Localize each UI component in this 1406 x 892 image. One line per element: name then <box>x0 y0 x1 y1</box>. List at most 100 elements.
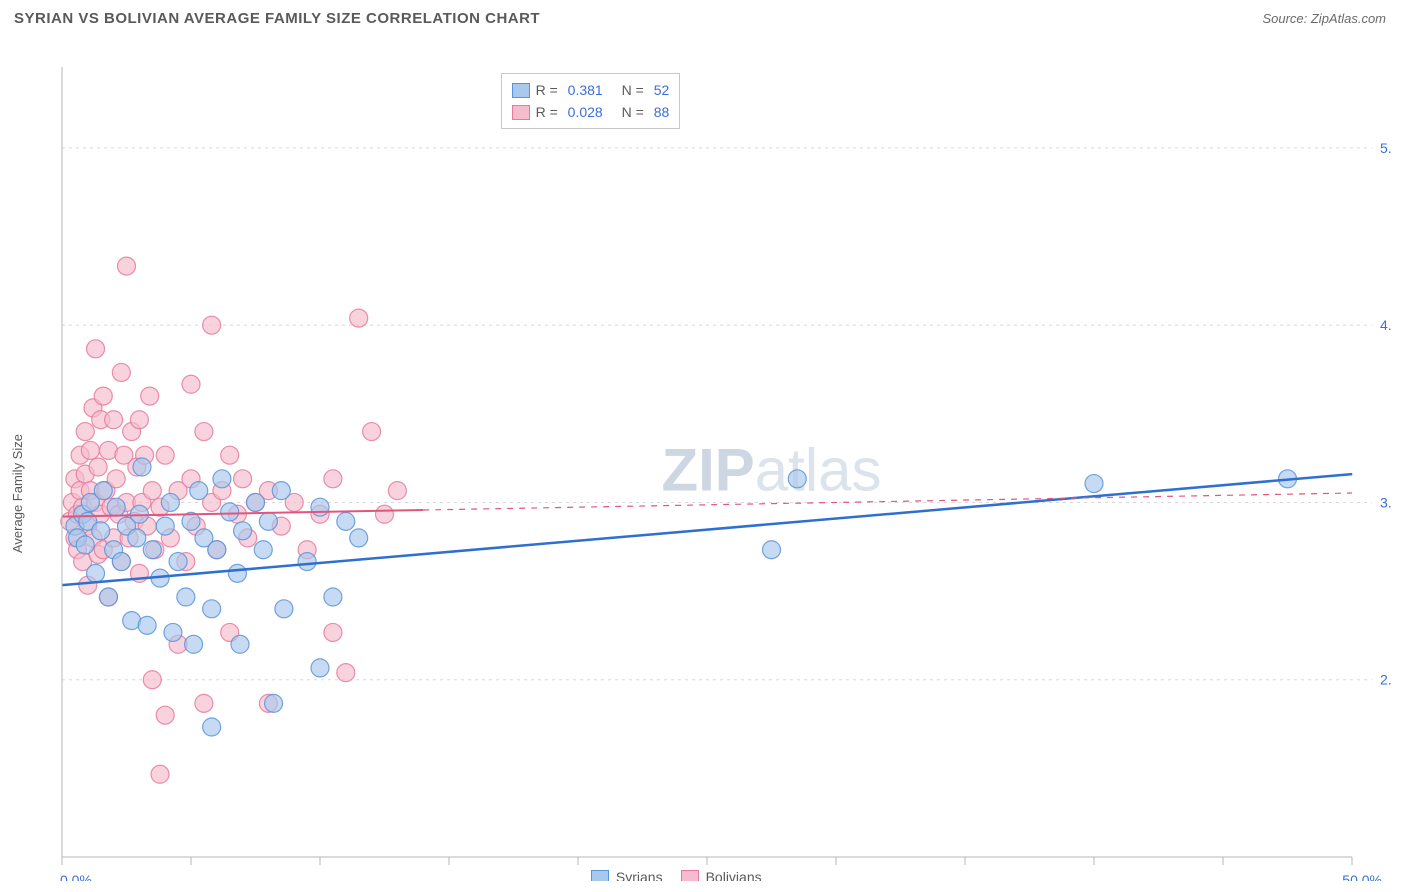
y-tick-label: 5.00 <box>1380 140 1392 156</box>
legend-n-value: 52 <box>650 79 669 101</box>
scatter-point <box>311 498 329 516</box>
scatter-point <box>107 498 125 516</box>
chart-area: Average Family Size 2.753.504.255.00ZIPa… <box>14 33 1392 881</box>
scatter-point <box>275 600 293 618</box>
scatter-point <box>298 553 316 571</box>
scatter-point <box>112 363 130 381</box>
scatter-point <box>763 541 781 559</box>
legend-r-value: 0.381 <box>564 79 612 101</box>
scatter-point <box>254 541 272 559</box>
scatter-point <box>138 616 156 634</box>
chart-source: Source: ZipAtlas.com <box>1262 11 1386 26</box>
watermark: ZIPatlas <box>661 437 881 504</box>
scatter-point <box>247 493 265 511</box>
scatter-point <box>195 423 213 441</box>
scatter-point <box>99 588 117 606</box>
legend-r-label: R = <box>536 79 558 101</box>
x-min-label: 0.0% <box>60 872 92 881</box>
legend-r-value: 0.028 <box>564 101 612 123</box>
legend-swatch <box>512 105 530 120</box>
scatter-point <box>156 706 174 724</box>
y-tick-label: 2.75 <box>1380 672 1392 688</box>
legend-item: Bolivians <box>681 869 762 881</box>
scatter-point <box>182 375 200 393</box>
scatter-point <box>265 694 283 712</box>
legend-label: Syrians <box>616 869 663 881</box>
legend-swatch <box>681 870 699 882</box>
legend-r-label: R = <box>536 101 558 123</box>
legend-n-label: N = <box>618 101 644 123</box>
scatter-point <box>221 503 239 521</box>
scatter-point <box>143 482 161 500</box>
scatter-point <box>133 458 151 476</box>
legend-row: R = 0.381 N = 52 <box>512 79 670 101</box>
scatter-point <box>94 482 112 500</box>
scatter-point <box>143 671 161 689</box>
scatter-point <box>203 600 221 618</box>
scatter-point <box>324 470 342 488</box>
chart-header: SYRIAN VS BOLIVIAN AVERAGE FAMILY SIZE C… <box>0 0 1406 33</box>
scatter-point <box>177 588 195 606</box>
y-axis-label: Average Family Size <box>10 434 25 553</box>
scatter-point <box>89 458 107 476</box>
scatter-point <box>164 623 182 641</box>
scatter-point <box>112 553 130 571</box>
regression-line-dashed <box>423 493 1352 510</box>
x-max-label: 50.0% <box>1342 872 1382 881</box>
scatter-point <box>208 541 226 559</box>
scatter-point <box>234 470 252 488</box>
scatter-point <box>118 257 136 275</box>
scatter-point <box>203 718 221 736</box>
scatter-point <box>94 387 112 405</box>
scatter-point <box>363 423 381 441</box>
legend-n-label: N = <box>618 79 644 101</box>
scatter-point <box>141 387 159 405</box>
scatter-point <box>190 482 208 500</box>
scatter-point <box>105 411 123 429</box>
scatter-point <box>92 522 110 540</box>
scatter-point <box>76 423 94 441</box>
legend-swatch <box>512 83 530 98</box>
legend-item: Syrians <box>591 869 663 881</box>
scatter-point <box>1085 475 1103 493</box>
legend-swatch <box>591 870 609 882</box>
scatter-point <box>128 529 146 547</box>
chart-title: SYRIAN VS BOLIVIAN AVERAGE FAMILY SIZE C… <box>14 10 540 27</box>
scatter-point <box>87 340 105 358</box>
legend-row: R = 0.028 N = 88 <box>512 101 670 123</box>
scatter-point <box>156 446 174 464</box>
scatter-point <box>350 309 368 327</box>
scatter-point <box>231 635 249 653</box>
scatter-point <box>156 517 174 535</box>
scatter-point <box>337 664 355 682</box>
scatter-point <box>228 564 246 582</box>
scatter-point <box>161 493 179 511</box>
scatter-point <box>259 512 277 530</box>
scatter-point <box>87 564 105 582</box>
scatter-point <box>337 512 355 530</box>
scatter-point <box>221 446 239 464</box>
scatter-point <box>213 470 231 488</box>
scatter-point <box>350 529 368 547</box>
stats-legend: R = 0.381 N = 52R = 0.028 N = 88 <box>501 73 761 133</box>
scatter-point <box>81 441 99 459</box>
scatter-point <box>185 635 203 653</box>
scatter-point <box>195 694 213 712</box>
legend-n-value: 88 <box>650 101 669 123</box>
y-tick-label: 3.50 <box>1380 494 1392 510</box>
scatter-point <box>376 505 394 523</box>
legend-label: Bolivians <box>706 869 762 881</box>
scatter-point <box>388 482 406 500</box>
scatter-point <box>169 553 187 571</box>
scatter-point <box>234 522 252 540</box>
scatter-point <box>151 765 169 783</box>
scatter-point <box>324 623 342 641</box>
scatter-point <box>788 470 806 488</box>
scatter-point <box>311 659 329 677</box>
scatter-point <box>130 411 148 429</box>
scatter-point <box>143 541 161 559</box>
y-tick-label: 4.25 <box>1380 317 1392 333</box>
series-legend: Syrians Bolivians <box>591 869 891 881</box>
scatter-point <box>76 536 94 554</box>
scatter-point <box>272 482 290 500</box>
